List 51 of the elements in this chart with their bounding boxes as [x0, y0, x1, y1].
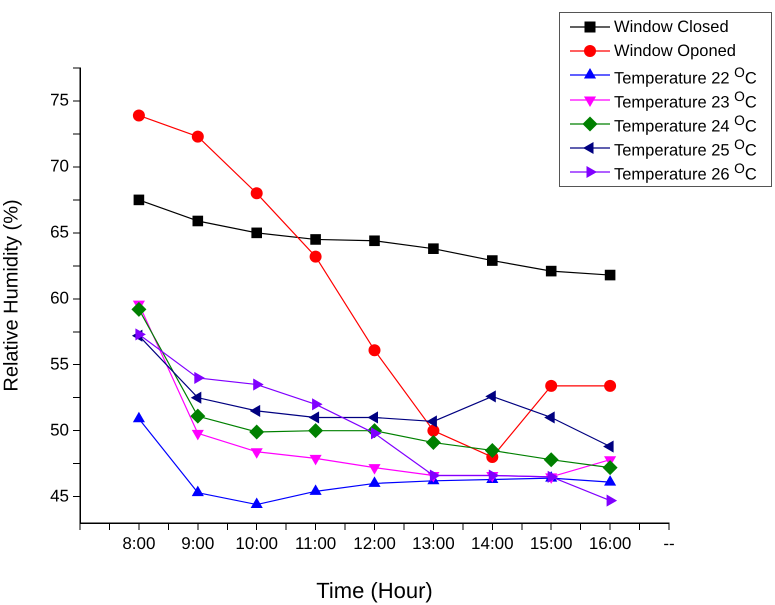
y-tick-label: 45 [50, 486, 69, 506]
point [484, 442, 500, 458]
point [134, 194, 144, 206]
x-tick-label: 12:00 [353, 534, 396, 553]
y-tick-label: 75 [50, 90, 69, 110]
point [368, 344, 380, 356]
x-tick-label: 15:00 [530, 534, 572, 553]
x-tick-label: 13:00 [412, 534, 455, 553]
legend-label: Temperature 26 $^{O}$C [614, 160, 757, 184]
point [602, 460, 618, 476]
point [426, 435, 441, 450]
point [131, 302, 146, 317]
x-tick-label: -- [663, 534, 675, 553]
point [310, 234, 321, 245]
point [308, 423, 324, 438]
point [604, 270, 616, 280]
point [428, 243, 439, 254]
point [604, 380, 616, 392]
point [486, 255, 498, 266]
point [310, 250, 322, 263]
y-axis-title: Relative Humidity (%) [0, 199, 23, 392]
legend-label: Temperature 25 $^{O}$C [614, 136, 757, 160]
point [369, 235, 380, 246]
y-tick-label: 60 [50, 288, 69, 308]
x-tick-label: 9:00 [181, 534, 214, 553]
x-tick-label: 10:00 [235, 534, 278, 553]
legend-label: Temperature 24 $^{O}$C [614, 112, 757, 136]
x-axis-title: Time (Hour) [316, 578, 433, 603]
y-tick-label: 55 [50, 354, 69, 374]
y-tick-label: 65 [50, 222, 69, 242]
point [544, 452, 559, 468]
point [427, 424, 440, 437]
point [190, 408, 206, 424]
point [192, 130, 204, 143]
x-tick-label: 11:00 [294, 534, 336, 553]
legend-label: Temperature 23 $^{O}$C [614, 88, 757, 112]
point [545, 380, 558, 392]
x-tick-label: 14:00 [471, 534, 514, 553]
y-tick-label: 50 [50, 420, 69, 440]
legend-label: Window Oponed [614, 42, 736, 60]
point [546, 266, 557, 276]
point [249, 424, 264, 440]
point [250, 187, 263, 200]
point [192, 216, 204, 226]
legend-label: Window Closed [614, 18, 729, 36]
x-tick-label: 16:00 [588, 534, 632, 553]
point [132, 109, 145, 122]
point [251, 228, 262, 238]
legend-label: Temperature 22 $^{O}$C [614, 64, 757, 88]
y-tick-label: 70 [50, 156, 69, 176]
x-tick-label: 8:00 [122, 534, 156, 553]
